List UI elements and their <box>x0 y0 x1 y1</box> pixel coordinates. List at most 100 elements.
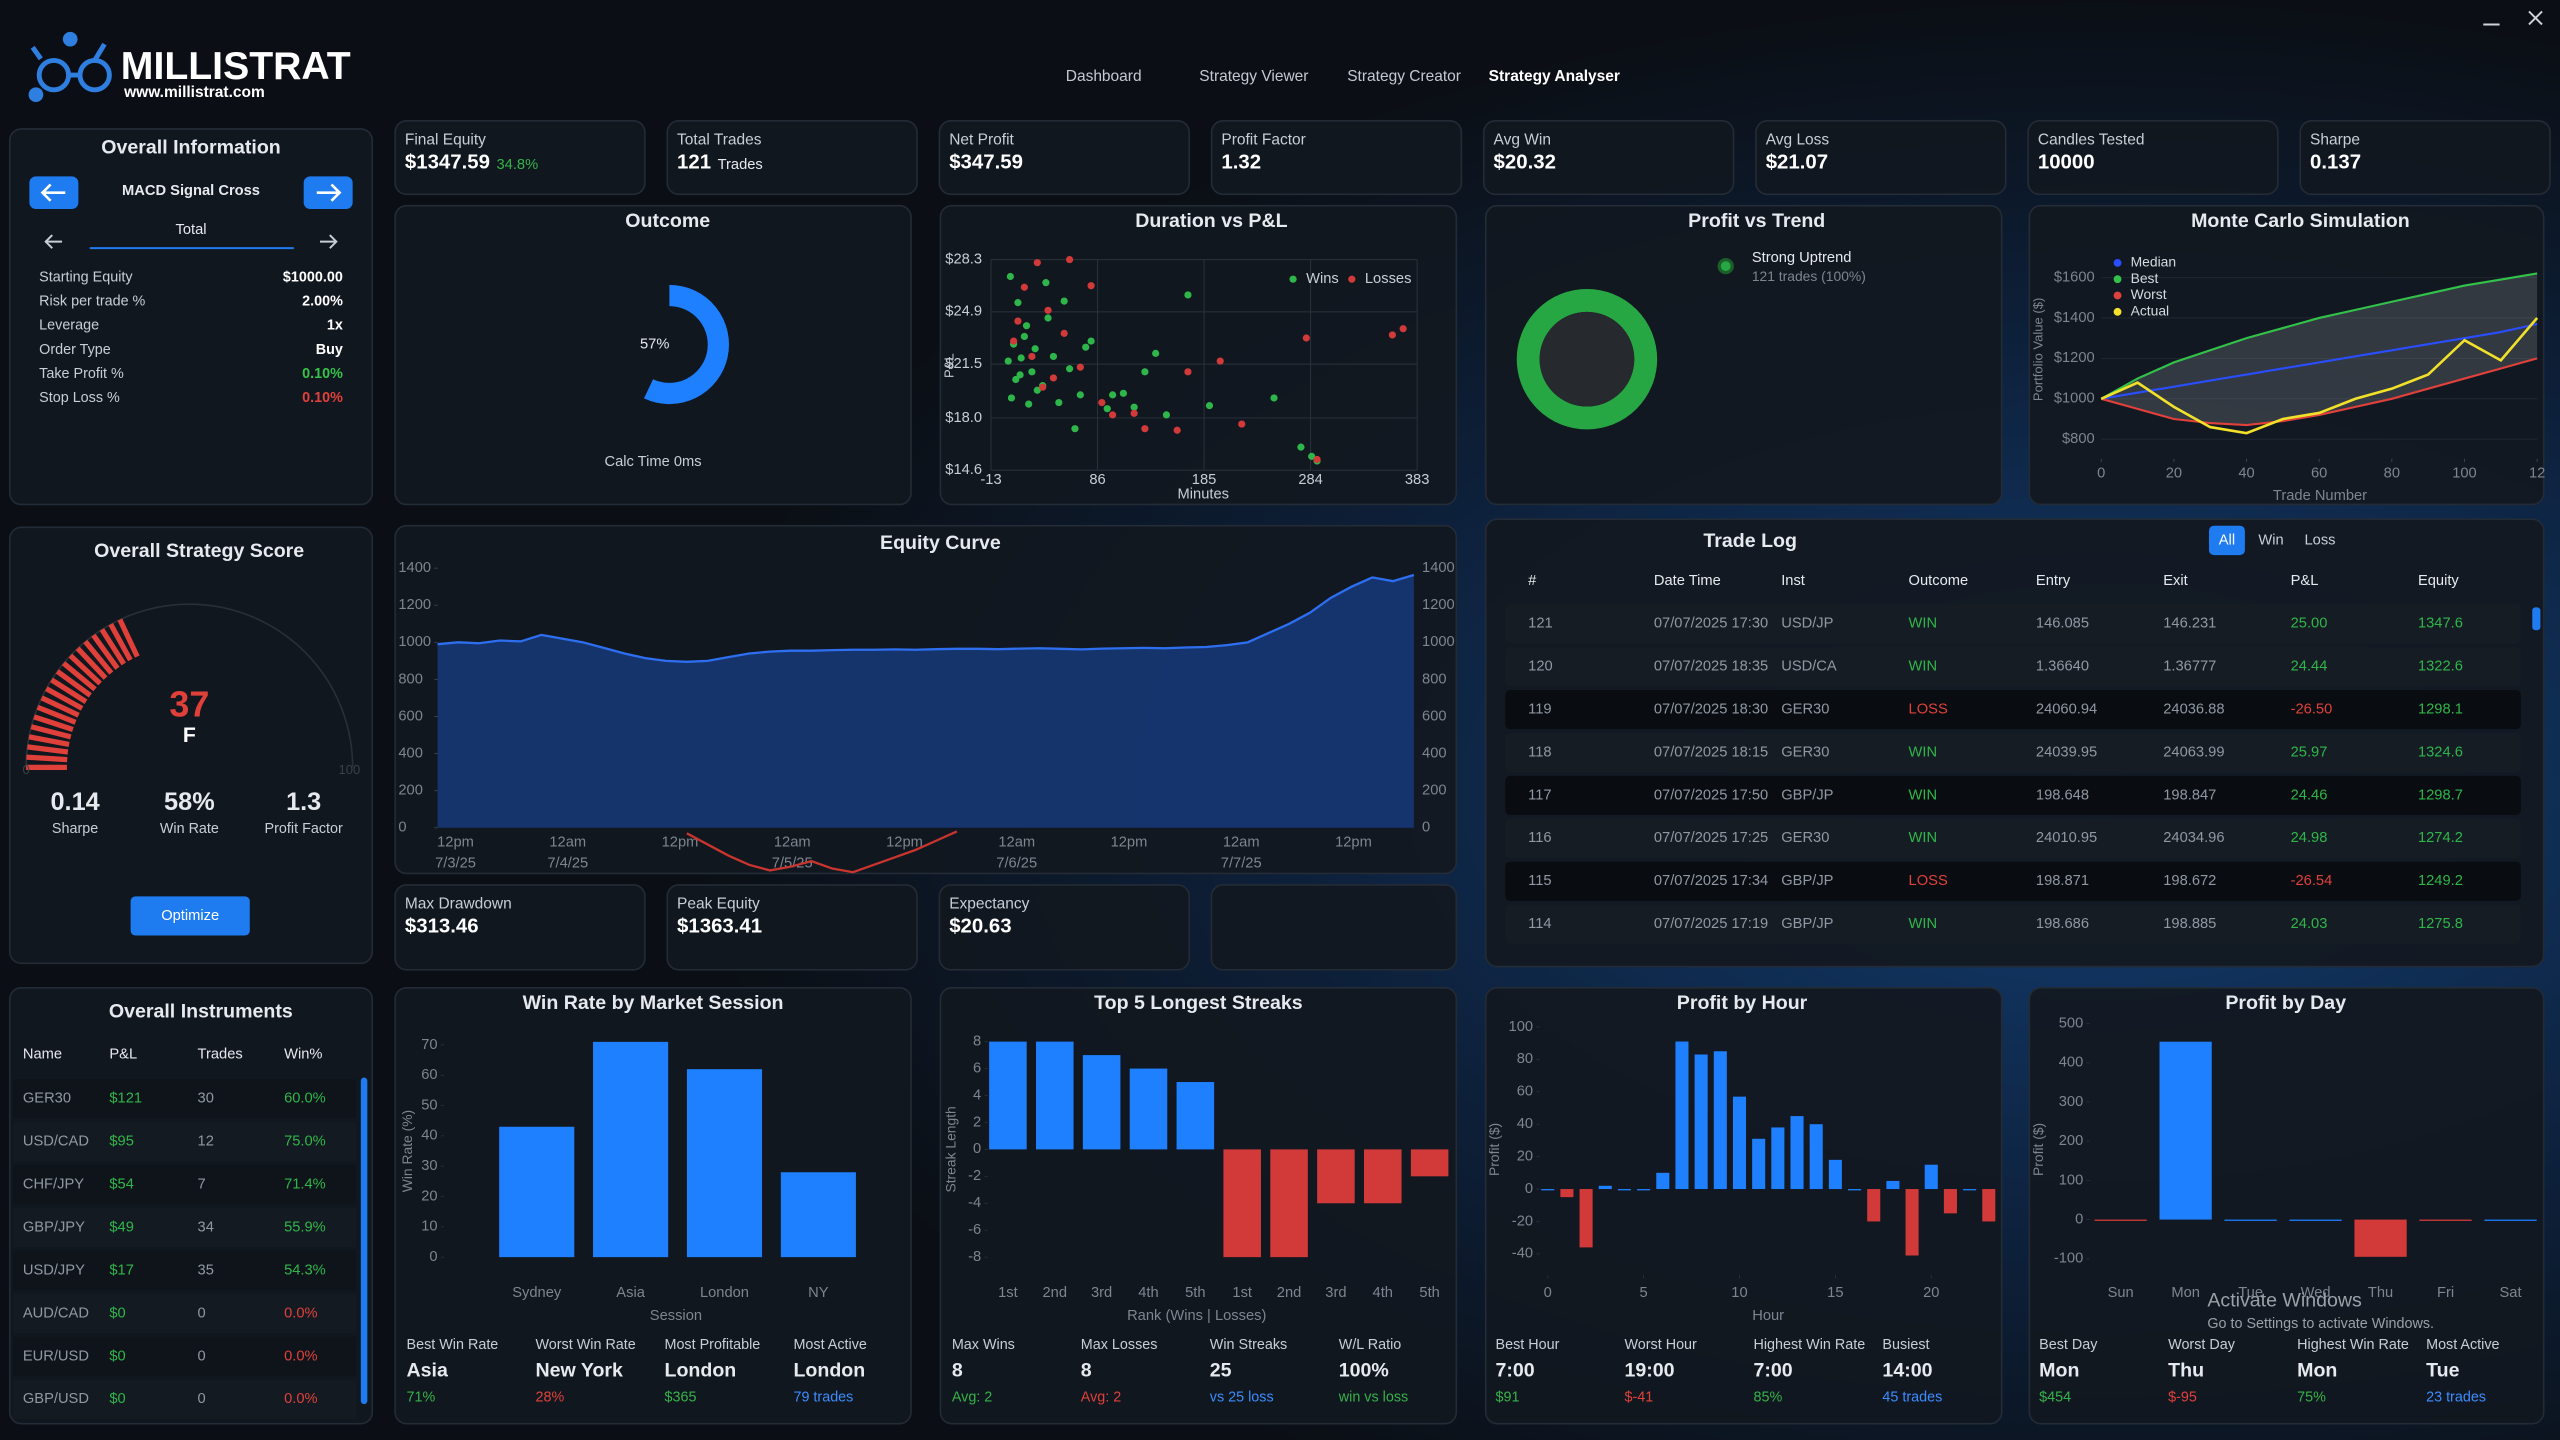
legend-label: Strong Uptrend <box>1752 250 1852 266</box>
arrow-icon[interactable] <box>320 234 338 249</box>
calc-time: Calc Time 0ms <box>604 454 701 470</box>
gauge-segment <box>33 714 74 732</box>
cell: $121 <box>109 1091 142 1107</box>
arrow-icon[interactable] <box>44 234 63 249</box>
stat-detail: vs 25 loss <box>1210 1389 1274 1405</box>
bar <box>2094 1219 2147 1221</box>
info-value: $1000.00 <box>283 269 343 285</box>
gauge-segment <box>108 623 133 662</box>
cell: 0.0% <box>284 1391 317 1407</box>
scatter-point <box>1130 403 1138 411</box>
button-label[interactable]: Optimize <box>161 908 219 924</box>
row-bg[interactable] <box>1505 904 2521 944</box>
scatter-point <box>1082 343 1090 351</box>
filter-active[interactable] <box>2208 525 2245 556</box>
stat-label: Win Streaks <box>1210 1337 1287 1353</box>
bar <box>1579 1189 1593 1248</box>
filter[interactable]: Win <box>2258 532 2283 548</box>
cell: GBP/USD <box>23 1391 89 1407</box>
equity-line <box>437 573 1415 663</box>
stat-label: Max Drawdown <box>405 896 512 913</box>
x-tick-label: 20 <box>2166 465 2182 481</box>
cell: 1298.7 <box>2418 787 2463 803</box>
nav-item[interactable]: Dashboard <box>1066 68 1142 85</box>
cell: $0 <box>109 1391 125 1407</box>
stat-value: Tue <box>2426 1360 2459 1382</box>
scatter-point <box>1238 420 1246 428</box>
y-tick-label: 100 <box>1509 1019 1534 1035</box>
cell: 121 <box>1528 616 1553 632</box>
tab[interactable]: Total <box>176 222 207 238</box>
bar <box>1694 1054 1708 1190</box>
cell: 115 <box>1528 873 1551 889</box>
scatter-point <box>1141 425 1149 433</box>
stat-value: London <box>664 1360 736 1382</box>
filter[interactable]: All <box>2219 532 2235 548</box>
column-header: P&L <box>109 1047 137 1063</box>
panel-title: Overall Information <box>101 137 281 159</box>
stat-label: Expectancy <box>949 896 1029 913</box>
scatter-point <box>1141 368 1149 376</box>
scatter-point <box>1270 394 1278 402</box>
scrollbar[interactable] <box>360 1077 368 1405</box>
bar <box>1752 1138 1766 1190</box>
bar <box>1082 1055 1121 1150</box>
cell: 60.0% <box>284 1091 326 1107</box>
cell: 24.44 <box>2291 658 2328 674</box>
cell: 1274.2 <box>2418 830 2463 846</box>
cell: GBP/JP <box>1781 916 1833 932</box>
nav-item[interactable]: Strategy Creator <box>1347 68 1461 85</box>
bar <box>1364 1149 1402 1204</box>
panel-title: Monte Carlo Simulation <box>2191 210 2410 232</box>
x-tick-label: 20 <box>1923 1285 1939 1301</box>
optimize-button[interactable] <box>130 896 250 936</box>
scatter-point <box>1020 332 1028 341</box>
cell: 71.4% <box>284 1177 326 1193</box>
y-tick-label: 60 <box>421 1067 437 1083</box>
row-bg[interactable] <box>1505 775 2521 816</box>
x-tick-date: 7/3/25 <box>435 856 476 872</box>
cell: 24010.95 <box>2036 830 2097 846</box>
row-bg <box>13 1379 356 1419</box>
row-bg[interactable] <box>1505 647 2521 687</box>
x-tick-label: London <box>700 1285 749 1301</box>
stat-label: Profit Factor <box>265 821 343 837</box>
panel <box>939 204 1458 506</box>
bar <box>2289 1219 2342 1221</box>
gauge-segment <box>117 618 140 658</box>
x-axis-label: Trade Number <box>2273 488 2367 504</box>
y-tick-label: -4 <box>968 1195 981 1211</box>
kpi-value: $21.07 <box>1766 152 1828 174</box>
scrollbar[interactable] <box>2532 607 2541 631</box>
stat-detail: 23 trades <box>2426 1389 2486 1405</box>
row-bg[interactable] <box>1505 732 2521 773</box>
x-tick-label: 284 <box>1298 472 1323 488</box>
panel-title: Profit vs Trend <box>1688 210 1825 232</box>
logo-icon <box>28 31 112 103</box>
scatter-point <box>1109 391 1117 399</box>
gauge-segment <box>40 695 80 718</box>
row-bg[interactable] <box>1505 861 2521 901</box>
row-bg[interactable] <box>1505 818 2521 858</box>
window-controls[interactable] <box>2483 10 2543 26</box>
cell: WIN <box>1909 830 1938 846</box>
y-tick-label: $21.5 <box>945 356 982 372</box>
cell: 0.0% <box>284 1305 317 1321</box>
gauge-segment <box>55 669 92 698</box>
nav-item[interactable]: Strategy Analyser <box>1489 68 1620 85</box>
close[interactable] <box>2528 10 2543 26</box>
row-bg[interactable] <box>1505 604 2521 644</box>
cell: WIN <box>1909 658 1938 674</box>
column-header: Date Time <box>1654 573 1721 589</box>
nav-item[interactable]: Strategy Viewer <box>1199 68 1308 85</box>
filter[interactable]: Loss <box>2304 532 2335 548</box>
scatter-point <box>1012 375 1020 384</box>
legend-label: Median <box>2131 254 2176 270</box>
gauge-segment <box>50 677 88 704</box>
bar <box>1828 1159 1842 1190</box>
x-tick-label: 0 <box>1544 1285 1552 1301</box>
scatter-point <box>1014 299 1022 307</box>
legend-label: Losses <box>1365 271 1412 287</box>
y-tick-label: 2 <box>973 1114 981 1130</box>
row-bg[interactable] <box>1505 689 2521 730</box>
